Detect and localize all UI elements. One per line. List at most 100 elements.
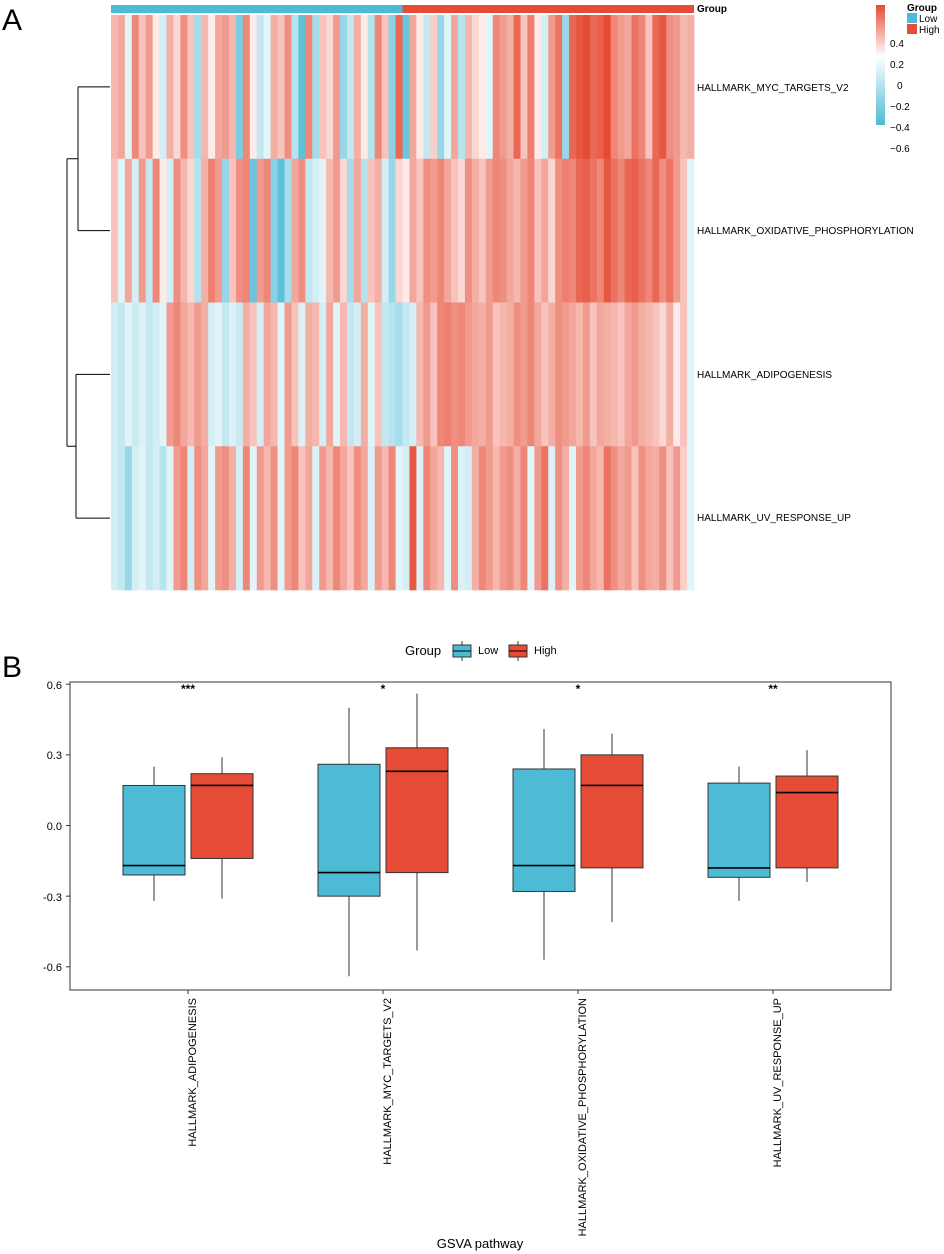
heatmap-cell	[430, 15, 438, 160]
heatmap-cell	[131, 158, 140, 303]
heatmap-cell	[645, 15, 653, 160]
heatmap-cell	[673, 446, 681, 591]
box-high	[385, 747, 449, 874]
heatmap-cell	[506, 15, 514, 160]
heatmap-cell	[208, 446, 216, 591]
row-label-uv-response: HALLMARK_UV_RESPONSE_UP	[697, 513, 851, 524]
heatmap-cell	[340, 15, 348, 160]
heatmap-cell	[284, 15, 292, 160]
heatmap-cell	[263, 15, 272, 160]
heatmap-cell	[395, 446, 403, 591]
heatmap-cell	[451, 302, 459, 447]
heatmap-cell	[131, 15, 140, 160]
heatmap-cell	[520, 15, 528, 160]
heatmap-cell	[506, 302, 514, 447]
heatmap-cell	[652, 446, 660, 591]
heatmap-cell	[215, 158, 223, 303]
heatmap-cell	[215, 15, 223, 160]
heatmap-cell	[409, 446, 417, 591]
x-category-label: HALLMARK_OXIDATIVE_PHOSPHORYLATION	[577, 998, 589, 1236]
heatmap-cell	[381, 446, 390, 591]
heatmap-cell	[659, 302, 667, 447]
heatmap-cell	[548, 15, 556, 160]
heatmap-cell	[388, 15, 396, 160]
heatmap-cell	[541, 446, 549, 591]
heatmap-cell	[589, 302, 598, 447]
heatmap-cell	[451, 158, 459, 303]
heatmap-cell	[513, 446, 521, 591]
heatmap-cell	[680, 302, 688, 447]
heatmap-cell	[485, 446, 494, 591]
heatmap-cell	[333, 158, 341, 303]
heatmap-cell	[680, 15, 688, 160]
heatmap-cell	[576, 158, 584, 303]
heatmap-cell	[194, 302, 202, 447]
heatmap-cell	[145, 158, 154, 303]
heatmap-cell	[624, 15, 632, 160]
heatmap-cell	[610, 15, 619, 160]
heatmap-cell	[513, 158, 521, 303]
heatmap-cell	[624, 446, 632, 591]
heatmap-cell	[180, 446, 188, 591]
heatmap-cell	[596, 158, 605, 303]
heatmap-cell	[374, 302, 383, 447]
heatmap-cell	[451, 446, 459, 591]
y-tick-label: 0.6	[47, 680, 62, 692]
heatmap-cell	[222, 446, 230, 591]
heatmap-cell	[381, 15, 390, 160]
heatmap-cell	[437, 15, 445, 160]
heatmap-cell	[277, 302, 285, 447]
x-category-label: HALLMARK_MYC_TARGETS_V2	[382, 998, 394, 1165]
heatmap-cell	[374, 158, 383, 303]
heatmap-cell	[603, 15, 612, 160]
heatmap-cell	[596, 302, 605, 447]
scale-label: −0.4	[890, 123, 910, 134]
heatmap-cell	[458, 158, 466, 303]
heatmap-cell	[117, 158, 126, 303]
heatmap-cell	[180, 158, 188, 303]
heatmap-cell	[201, 158, 209, 303]
heatmap-cell	[423, 302, 431, 447]
heatmap-cell	[485, 15, 494, 160]
heatmap-cell	[159, 15, 167, 160]
heatmap-cell	[666, 446, 674, 591]
heatmap-cell	[319, 158, 327, 303]
box-low	[707, 782, 771, 878]
heatmap-cell	[610, 158, 619, 303]
heatmap-cell	[562, 15, 570, 160]
heatmap-cell	[228, 158, 237, 303]
heatmap-cell	[673, 158, 681, 303]
panel-b-letter: B	[2, 651, 22, 684]
annotation-low	[111, 5, 403, 13]
heatmap-cell	[423, 158, 431, 303]
heatmap-cell	[458, 302, 466, 447]
heatmap-cell	[541, 15, 549, 160]
heatmap-cell	[520, 158, 528, 303]
significance-label: **	[768, 682, 778, 696]
heatmap-cell	[631, 15, 639, 160]
heatmap-cell	[534, 302, 542, 447]
heatmap-cell	[222, 15, 230, 160]
heatmap-cell	[360, 302, 369, 447]
legend-high-label: High	[919, 25, 940, 36]
heatmap-cell	[527, 15, 535, 160]
heatmap-cell	[208, 302, 216, 447]
heatmap-cell	[478, 446, 487, 591]
heatmap-cell	[138, 15, 147, 160]
heatmap-cell	[437, 158, 445, 303]
heatmap-cell	[187, 158, 195, 303]
group-legend-title: Group	[907, 3, 937, 14]
heatmap-cell	[687, 302, 695, 447]
heatmap-cell	[360, 15, 369, 160]
heatmap-cell	[492, 446, 501, 591]
heatmap-cell	[638, 302, 646, 447]
heatmap-cell	[659, 446, 667, 591]
heatmap-cell	[346, 158, 355, 303]
heatmap-cell	[263, 158, 272, 303]
legend-low-label: Low	[478, 645, 498, 657]
heatmap-cell	[256, 446, 265, 591]
heatmap-cell	[187, 15, 195, 160]
heatmap-cell	[499, 302, 508, 447]
heatmap-cell	[569, 302, 577, 447]
heatmap-cell	[152, 15, 160, 160]
